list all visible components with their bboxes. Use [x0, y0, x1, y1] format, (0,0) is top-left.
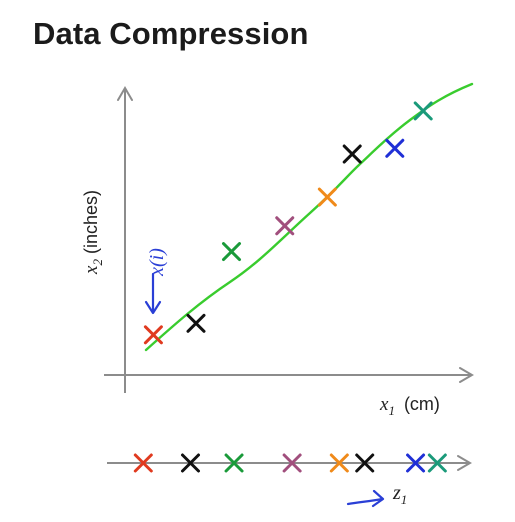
projected-point-marker: [355, 453, 375, 473]
projected-point-marker: [180, 453, 200, 473]
projection-points: [133, 453, 447, 473]
data-point-marker: [143, 325, 163, 345]
projected-point-marker: [427, 453, 447, 473]
plot-2d-axes: [104, 86, 474, 393]
page-title: Data Compression: [33, 16, 309, 51]
z-annotation-arrow: [346, 497, 384, 506]
z-axis-arrowhead: [457, 455, 472, 471]
projected-point-marker: [282, 453, 302, 473]
x-axis-label: x1 (cm): [379, 394, 440, 418]
data-point-marker: [317, 187, 337, 207]
projected-point-marker: [224, 453, 244, 473]
projection-axis: [107, 455, 472, 471]
y-axis-arrowhead: [117, 86, 133, 101]
z-axis-label-var: z: [392, 482, 401, 504]
data-point-marker: [385, 138, 405, 158]
z-axis-annotation: z1: [346, 482, 407, 508]
data-point-marker: [222, 242, 241, 262]
y-axis-label-var: x: [81, 265, 102, 275]
projected-point-marker: [406, 453, 426, 473]
projected-point-marker: [329, 453, 349, 473]
x-axis-arrowhead: [459, 367, 474, 383]
annotation-arrow-head: [144, 300, 162, 315]
projected-point-marker: [133, 453, 153, 473]
plot-2d-points: [143, 101, 433, 345]
fit-line: [144, 82, 474, 352]
z-axis-label: z1: [392, 482, 407, 507]
x-axis-label-var: x: [379, 394, 389, 415]
z-annotation-arrowhead: [371, 489, 385, 508]
data-point-marker: [186, 313, 206, 333]
x-axis-label-unit: (cm): [404, 394, 440, 414]
y-axis-label: x2 (inches): [81, 190, 105, 275]
z-axis-label-sub: 1: [401, 492, 408, 507]
data-point-marker: [413, 101, 433, 121]
data-point-marker: [275, 216, 295, 236]
y-axis-label-sub: 2: [90, 259, 105, 266]
data-point-marker: [342, 144, 362, 164]
annotation-text: x(i): [146, 248, 168, 277]
x-axis-label-sub: 1: [388, 403, 395, 418]
y-axis-label-unit: (inches): [81, 190, 101, 259]
handwritten-annotation: x(i): [144, 248, 168, 315]
